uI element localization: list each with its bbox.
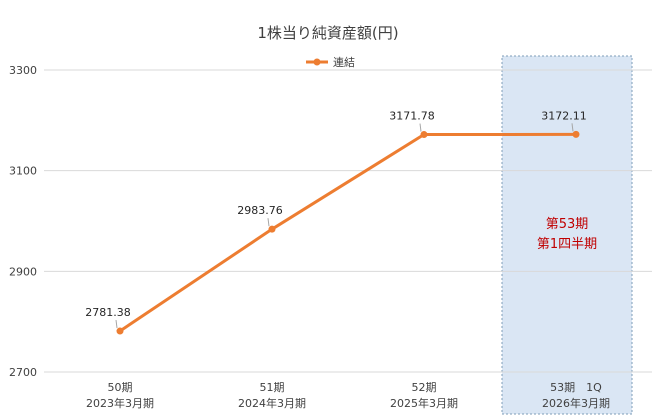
y-tick-label: 2900 [9, 265, 37, 278]
data-label: 3172.11 [541, 109, 587, 122]
leader-line [419, 123, 422, 132]
leader-line [115, 319, 118, 329]
highlight-annotation-line1: 第53期 [546, 217, 589, 232]
highlight-annotation-line2: 第1四半期 [537, 237, 597, 252]
data-point [268, 225, 276, 233]
data-label: 3171.78 [389, 110, 435, 123]
data-label: 2983.76 [237, 204, 283, 217]
x-tick-label-line1: 51期 [260, 381, 285, 394]
series-line [119, 132, 577, 333]
x-tick-label-line2: 2024年3月期 [238, 396, 306, 410]
legend-marker [313, 58, 321, 66]
x-tick-label-line2: 2026年3月期 [542, 396, 610, 410]
data-point [572, 130, 580, 138]
y-tick-label: 3100 [9, 165, 37, 178]
data-point [116, 327, 124, 335]
y-tick-label: 3300 [9, 64, 37, 77]
x-tick-label-line2: 2025年3月期 [390, 396, 458, 410]
legend-label: 連結 [333, 55, 355, 69]
x-tick-label-line1: 53期 1Q [550, 381, 602, 394]
leader-line [267, 218, 270, 227]
leader-line [571, 123, 574, 132]
data-label: 2781.38 [85, 306, 131, 319]
y-tick-label: 2700 [9, 366, 37, 379]
x-tick-label-line2: 2023年3月期 [86, 396, 154, 410]
x-tick-label-line1: 52期 [412, 381, 437, 394]
data-point [420, 131, 428, 139]
x-tick-label-line1: 50期 [108, 381, 133, 394]
chart-title: 1株当り純資産額(円) [257, 24, 398, 42]
highlight-band [501, 55, 633, 415]
